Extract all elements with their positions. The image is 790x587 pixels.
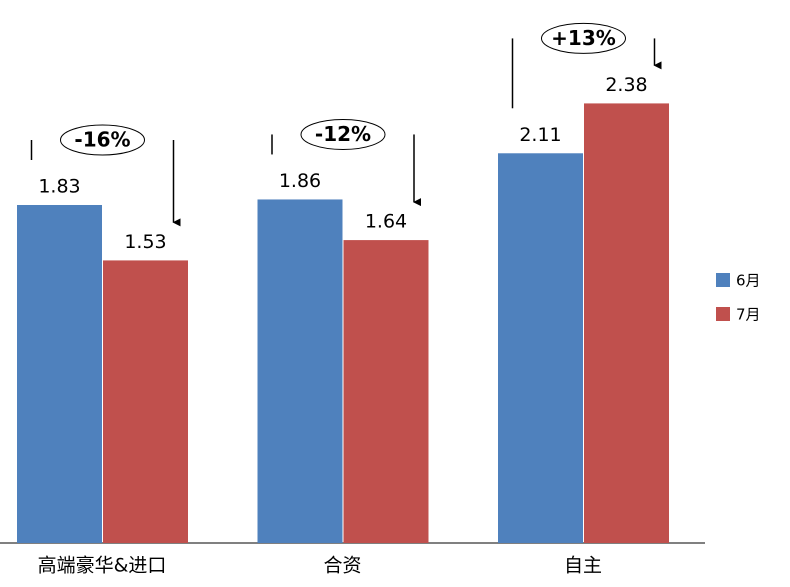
value-label: 1.86 [279, 170, 321, 192]
bar [103, 260, 188, 543]
bar [343, 240, 429, 544]
annotation-ellipse [541, 22, 626, 54]
value-label: 1.53 [124, 231, 166, 253]
bar [498, 153, 583, 543]
legend-label: 6月 [736, 272, 761, 290]
legend-label: 7月 [736, 306, 761, 324]
x-tick-label: 高端豪华&进口 [38, 555, 167, 577]
annotation: -16% [74, 127, 130, 151]
bar [17, 204, 102, 543]
value-label: 1.83 [38, 175, 80, 197]
bar [257, 199, 343, 543]
x-tick-label: 自主 [564, 555, 602, 577]
legend-swatch [716, 273, 730, 287]
annotation-ellipse [60, 124, 145, 156]
annotation: -12% [315, 122, 371, 146]
annotation: +13% [551, 26, 616, 50]
bar [584, 103, 669, 543]
value-label: 2.38 [605, 74, 647, 96]
x-tick-label: 合资 [323, 555, 361, 577]
value-label: 2.11 [519, 124, 561, 146]
value-label: 1.64 [365, 211, 407, 233]
annotation-ellipse [300, 118, 386, 150]
legend-swatch [716, 307, 730, 321]
